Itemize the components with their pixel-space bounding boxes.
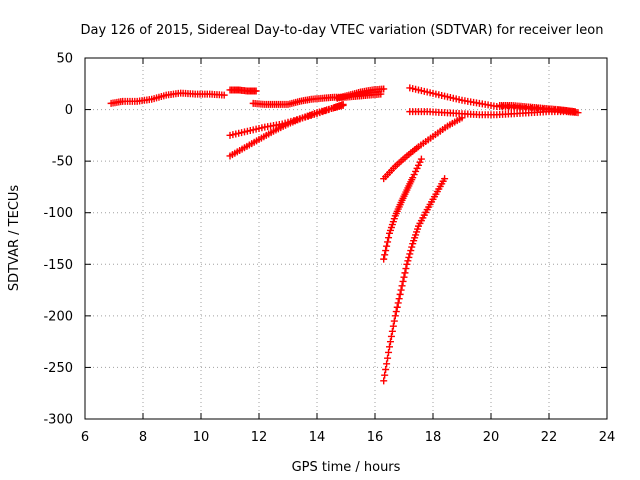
grid	[85, 58, 607, 419]
data-point	[390, 317, 398, 325]
series-arc-2	[226, 86, 260, 95]
x-tick-label: 22	[541, 430, 558, 445]
data-point	[220, 91, 228, 99]
data-point	[410, 171, 418, 179]
data-point	[387, 332, 395, 340]
x-tick-label: 14	[309, 430, 326, 445]
data-point	[385, 234, 393, 242]
y-axis-title: SDTVAR / TECUs	[7, 185, 22, 292]
axis-ticks	[84, 57, 608, 420]
series-arc-1	[107, 89, 228, 107]
data-point	[381, 251, 389, 259]
data-point	[409, 174, 417, 182]
y-tick-label: -250	[43, 361, 73, 376]
data-point	[394, 299, 402, 307]
data-point	[398, 282, 406, 290]
data-point	[395, 295, 403, 303]
data-point	[417, 155, 425, 163]
data-point	[383, 360, 391, 368]
x-tick-label: 8	[139, 430, 147, 445]
x-tick-label: 16	[367, 430, 384, 445]
series-arc-9	[380, 175, 449, 385]
x-tick-label: 12	[251, 430, 268, 445]
data-point	[413, 164, 421, 172]
data-point	[393, 303, 401, 311]
data-point	[252, 87, 260, 95]
plot-frame	[84, 57, 608, 420]
data-point	[388, 327, 396, 335]
data-point	[403, 260, 411, 268]
axis-tick-labels: 6 8 10 12 14 16 18 20 22 24 50 0 -50 -100 -150 -200 -250…	[43, 52, 615, 446]
data-point	[339, 101, 347, 109]
data-point	[382, 247, 390, 255]
data-point	[377, 90, 385, 98]
series-arc-8	[380, 155, 425, 263]
series-arc-10	[406, 84, 579, 116]
data-point	[562, 107, 570, 115]
x-tick-label: 18	[425, 430, 442, 445]
data-point	[406, 250, 414, 258]
data-point	[407, 247, 415, 255]
data-point	[441, 175, 449, 183]
data-point	[415, 161, 422, 169]
y-tick-label: -300	[43, 413, 73, 428]
data-point	[385, 348, 393, 356]
data-point	[381, 371, 389, 379]
data-point	[574, 109, 582, 117]
data-point	[416, 158, 424, 166]
y-tick-label: -200	[43, 309, 73, 324]
data-point	[401, 269, 409, 277]
data-point	[412, 167, 420, 175]
y-tick-label: 50	[56, 52, 73, 67]
y-tick-label: 0	[65, 103, 73, 118]
data-point	[384, 354, 392, 362]
data-point	[400, 273, 408, 281]
x-tick-label: 10	[193, 430, 210, 445]
data-point	[389, 322, 397, 330]
data-point	[380, 255, 388, 263]
data-point	[397, 286, 405, 294]
data-point	[384, 238, 392, 246]
chart-title: Day 126 of 2015, Sidereal Day-to-day VTE…	[81, 23, 604, 38]
x-tick-label: 6	[81, 430, 89, 445]
data-point	[396, 290, 404, 298]
data-point	[399, 277, 407, 285]
series-arc-4	[333, 85, 388, 102]
data-point	[380, 85, 388, 93]
data-point	[392, 308, 400, 316]
x-axis-title: GPS time / hours	[292, 460, 401, 475]
data-points	[107, 84, 582, 385]
y-tick-label: -150	[43, 258, 73, 273]
series-arc-7	[380, 114, 466, 183]
data-point	[380, 377, 388, 385]
data-point	[386, 338, 394, 346]
data-point	[383, 242, 391, 250]
data-point	[405, 253, 413, 261]
data-point	[386, 343, 393, 351]
data-point	[404, 257, 412, 265]
series-arc-12	[496, 101, 570, 115]
data-point	[408, 243, 416, 251]
y-tick-label: -50	[52, 155, 73, 170]
data-point	[391, 312, 399, 320]
data-point	[382, 365, 390, 373]
y-tick-label: -100	[43, 206, 73, 221]
data-point	[402, 265, 410, 273]
x-tick-label: 20	[483, 430, 500, 445]
x-tick-label: 24	[599, 430, 616, 445]
series-arc-6	[226, 101, 347, 160]
